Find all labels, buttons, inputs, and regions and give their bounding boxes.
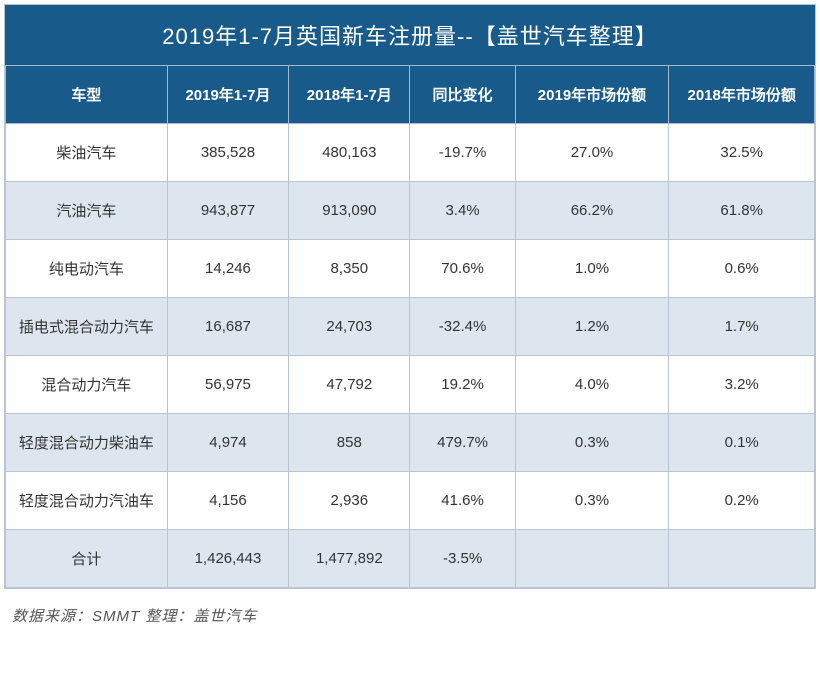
table-row: 纯电动汽车 14,246 8,350 70.6% 1.0% 0.6% bbox=[6, 240, 815, 298]
cell: -32.4% bbox=[410, 298, 515, 356]
cell: 3.2% bbox=[669, 356, 815, 414]
cell: 合计 bbox=[6, 530, 168, 588]
table-row: 轻度混合动力汽油车 4,156 2,936 41.6% 0.3% 0.2% bbox=[6, 472, 815, 530]
cell: 56,975 bbox=[167, 356, 288, 414]
cell: 1.7% bbox=[669, 298, 815, 356]
data-table: 车型 2019年1-7月 2018年1-7月 同比变化 2019年市场份额 20… bbox=[5, 65, 815, 588]
cell: 70.6% bbox=[410, 240, 515, 298]
table-row: 合计 1,426,443 1,477,892 -3.5% bbox=[6, 530, 815, 588]
table-row: 轻度混合动力柴油车 4,974 858 479.7% 0.3% 0.1% bbox=[6, 414, 815, 472]
col-header: 2019年1-7月 bbox=[167, 66, 288, 124]
cell: 385,528 bbox=[167, 124, 288, 182]
cell: 柴油汽车 bbox=[6, 124, 168, 182]
table-row: 柴油汽车 385,528 480,163 -19.7% 27.0% 32.5% bbox=[6, 124, 815, 182]
cell: 0.3% bbox=[515, 472, 669, 530]
cell: 858 bbox=[289, 414, 410, 472]
cell: 轻度混合动力汽油车 bbox=[6, 472, 168, 530]
cell: 1.2% bbox=[515, 298, 669, 356]
cell: 混合动力汽车 bbox=[6, 356, 168, 414]
cell: 汽油汽车 bbox=[6, 182, 168, 240]
cell: 轻度混合动力柴油车 bbox=[6, 414, 168, 472]
header-row: 车型 2019年1-7月 2018年1-7月 同比变化 2019年市场份额 20… bbox=[6, 66, 815, 124]
cell: 3.4% bbox=[410, 182, 515, 240]
cell: 4,156 bbox=[167, 472, 288, 530]
cell: 943,877 bbox=[167, 182, 288, 240]
cell bbox=[515, 530, 669, 588]
table-container: 2019年1-7月英国新车注册量--【盖世汽车整理】 车型 2019年1-7月 … bbox=[4, 4, 816, 589]
cell: -19.7% bbox=[410, 124, 515, 182]
col-header: 2019年市场份额 bbox=[515, 66, 669, 124]
cell: 2,936 bbox=[289, 472, 410, 530]
cell: 41.6% bbox=[410, 472, 515, 530]
cell: 479.7% bbox=[410, 414, 515, 472]
cell: 16,687 bbox=[167, 298, 288, 356]
cell: 4.0% bbox=[515, 356, 669, 414]
col-header: 同比变化 bbox=[410, 66, 515, 124]
cell: 纯电动汽车 bbox=[6, 240, 168, 298]
table-title: 2019年1-7月英国新车注册量--【盖世汽车整理】 bbox=[5, 5, 815, 65]
cell: 0.6% bbox=[669, 240, 815, 298]
cell: 8,350 bbox=[289, 240, 410, 298]
cell: 24,703 bbox=[289, 298, 410, 356]
cell: 66.2% bbox=[515, 182, 669, 240]
cell: 0.2% bbox=[669, 472, 815, 530]
cell bbox=[669, 530, 815, 588]
cell: 19.2% bbox=[410, 356, 515, 414]
cell: 480,163 bbox=[289, 124, 410, 182]
cell: 1.0% bbox=[515, 240, 669, 298]
cell: 27.0% bbox=[515, 124, 669, 182]
cell: 0.3% bbox=[515, 414, 669, 472]
cell: 61.8% bbox=[669, 182, 815, 240]
col-header: 车型 bbox=[6, 66, 168, 124]
cell: 1,426,443 bbox=[167, 530, 288, 588]
cell: 913,090 bbox=[289, 182, 410, 240]
cell: 32.5% bbox=[669, 124, 815, 182]
cell: 47,792 bbox=[289, 356, 410, 414]
cell: 4,974 bbox=[167, 414, 288, 472]
table-row: 汽油汽车 943,877 913,090 3.4% 66.2% 61.8% bbox=[6, 182, 815, 240]
cell: 14,246 bbox=[167, 240, 288, 298]
cell: -3.5% bbox=[410, 530, 515, 588]
table-body: 柴油汽车 385,528 480,163 -19.7% 27.0% 32.5% … bbox=[6, 124, 815, 588]
source-note: 数据来源：SMMT 整理：盖世汽车 bbox=[4, 589, 816, 634]
cell: 0.1% bbox=[669, 414, 815, 472]
cell: 插电式混合动力汽车 bbox=[6, 298, 168, 356]
table-row: 混合动力汽车 56,975 47,792 19.2% 4.0% 3.2% bbox=[6, 356, 815, 414]
table-row: 插电式混合动力汽车 16,687 24,703 -32.4% 1.2% 1.7% bbox=[6, 298, 815, 356]
cell: 1,477,892 bbox=[289, 530, 410, 588]
col-header: 2018年1-7月 bbox=[289, 66, 410, 124]
col-header: 2018年市场份额 bbox=[669, 66, 815, 124]
